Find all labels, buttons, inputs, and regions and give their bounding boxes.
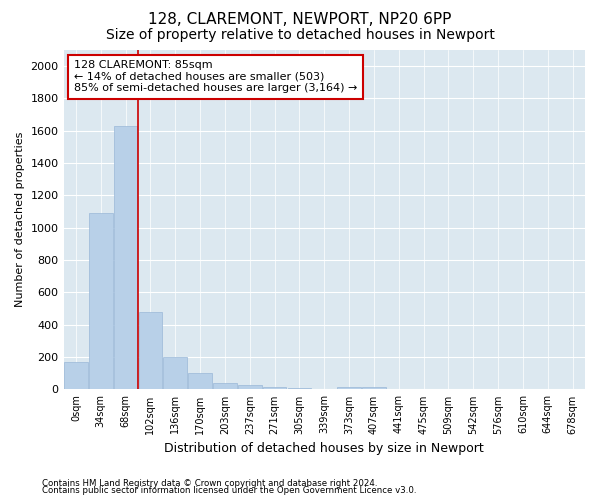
Text: Contains HM Land Registry data © Crown copyright and database right 2024.: Contains HM Land Registry data © Crown c… (42, 478, 377, 488)
Bar (213, 382, 237, 390)
Bar (114, 126, 137, 390)
Bar (337, 386, 361, 390)
Bar (287, 388, 311, 390)
Bar (238, 386, 262, 390)
Text: Size of property relative to detached houses in Newport: Size of property relative to detached ho… (106, 28, 494, 42)
Y-axis label: Number of detached properties: Number of detached properties (15, 132, 25, 308)
Text: 128 CLAREMONT: 85sqm
← 14% of detached houses are smaller (503)
85% of semi-deta: 128 CLAREMONT: 85sqm ← 14% of detached h… (74, 60, 358, 94)
Text: Contains public sector information licensed under the Open Government Licence v3: Contains public sector information licen… (42, 486, 416, 495)
Bar (139, 312, 162, 390)
Bar (64, 362, 88, 390)
Bar (362, 386, 386, 390)
X-axis label: Distribution of detached houses by size in Newport: Distribution of detached houses by size … (164, 442, 484, 455)
Bar (263, 386, 286, 390)
Text: 128, CLAREMONT, NEWPORT, NP20 6PP: 128, CLAREMONT, NEWPORT, NP20 6PP (148, 12, 452, 28)
Bar (89, 213, 113, 390)
Bar (163, 357, 187, 390)
Bar (188, 374, 212, 390)
